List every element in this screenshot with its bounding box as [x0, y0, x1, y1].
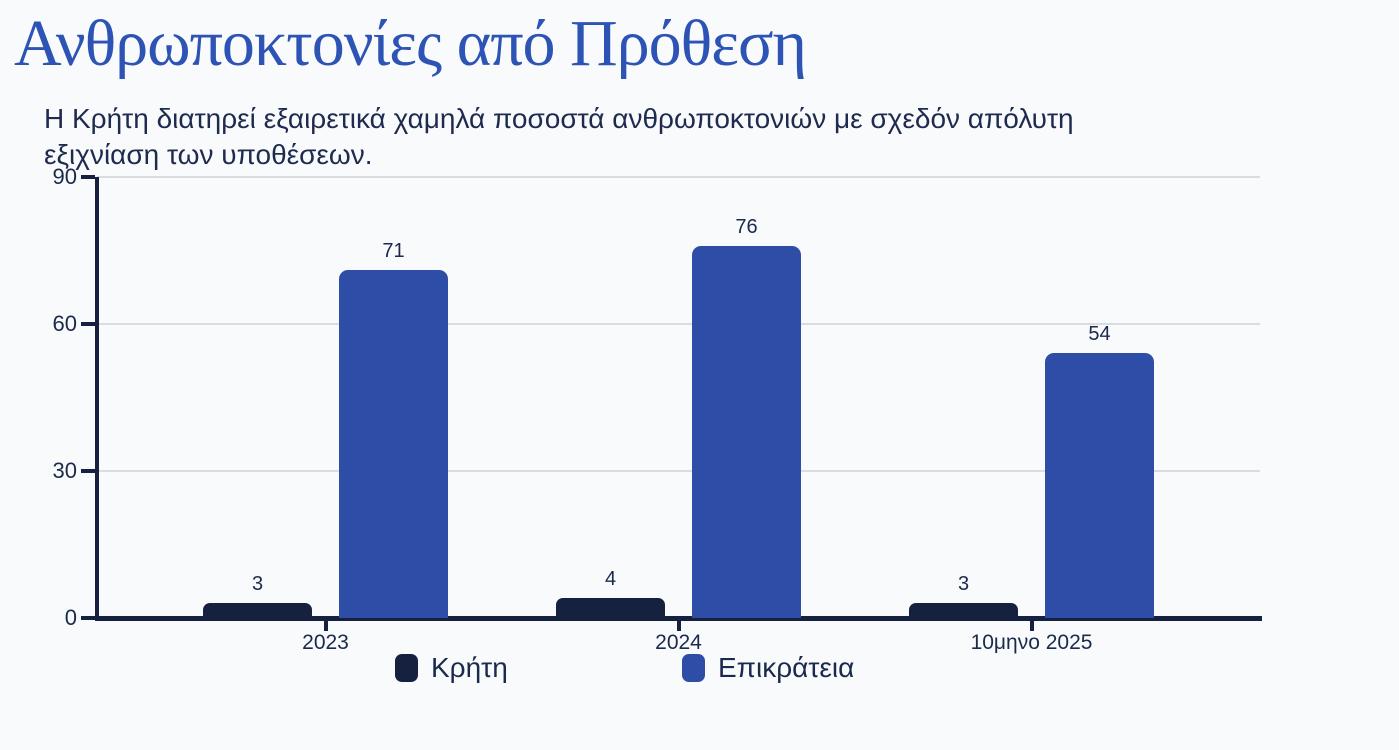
y-tick-60 — [81, 322, 95, 326]
y-tick-label-90: 90 — [52, 164, 77, 189]
bar-value-label-epikrateia-2023: 71 — [382, 240, 405, 262]
x-axis — [95, 616, 1262, 621]
bar-value-label-kriti-2023: 3 — [251, 573, 264, 595]
page-subtitle: Η Κρήτη διατηρεί εξαιρετικά χαμηλά ποσοσ… — [44, 101, 1074, 173]
bar-value-label-kriti-10μηνο 2025: 3 — [957, 573, 970, 595]
gridline-30 — [97, 470, 1260, 472]
legend-label-kriti: Κρήτη — [431, 652, 508, 683]
x-tick-2024 — [676, 621, 681, 631]
gridline-90 — [97, 176, 1260, 178]
bar-value-label-kriti-2024: 4 — [604, 568, 617, 590]
legend-swatch-kriti — [395, 654, 418, 682]
y-tick-label-30: 30 — [52, 458, 77, 483]
bar-kriti-2023 — [203, 603, 312, 618]
page-subtitle-line: Η Κρήτη διατηρεί εξαιρετικά χαμηλά ποσοσ… — [44, 103, 1074, 134]
y-axis — [95, 177, 99, 621]
legend-swatch-epikrateia — [682, 654, 705, 682]
x-tick-10μηνο 2025 — [1029, 621, 1034, 631]
legend-label-epikrateia: Επικράτεια — [718, 652, 855, 683]
x-tick-label-2024: 2024 — [655, 631, 702, 654]
bar-epikrateia-10μηνο 2025 — [1045, 353, 1154, 618]
bar-value-label-epikrateia-2024: 76 — [735, 216, 758, 238]
y-tick-label-0: 0 — [64, 605, 77, 630]
x-tick-label-2023: 2023 — [302, 631, 349, 654]
y-tick-30 — [81, 469, 95, 473]
bar-epikrateia-2023 — [339, 270, 448, 618]
bar-value-label-epikrateia-10μηνο 2025: 54 — [1088, 323, 1111, 345]
x-tick-label-10μηνο 2025: 10μηνο 2025 — [970, 631, 1093, 654]
bar-epikrateia-2024 — [692, 246, 801, 618]
chart-legend: Κρήτη Επικράτεια — [0, 650, 1399, 690]
legend-item-kriti: Κρήτη — [395, 652, 508, 684]
bar-kriti-10μηνο 2025 — [909, 603, 1018, 618]
gridline-60 — [97, 323, 1260, 325]
y-tick-90 — [81, 175, 95, 179]
page-subtitle-line: εξιχνίαση των υποθέσεων. — [44, 139, 373, 170]
x-tick-2023 — [323, 621, 328, 631]
page-title: Ανθρωποκτονίες από Πρόθεση — [14, 7, 807, 80]
legend-item-epikrateia: Επικράτεια — [682, 652, 854, 684]
y-tick-0 — [81, 616, 95, 620]
bar-kriti-2024 — [556, 598, 665, 618]
y-tick-label-60: 60 — [52, 311, 77, 336]
